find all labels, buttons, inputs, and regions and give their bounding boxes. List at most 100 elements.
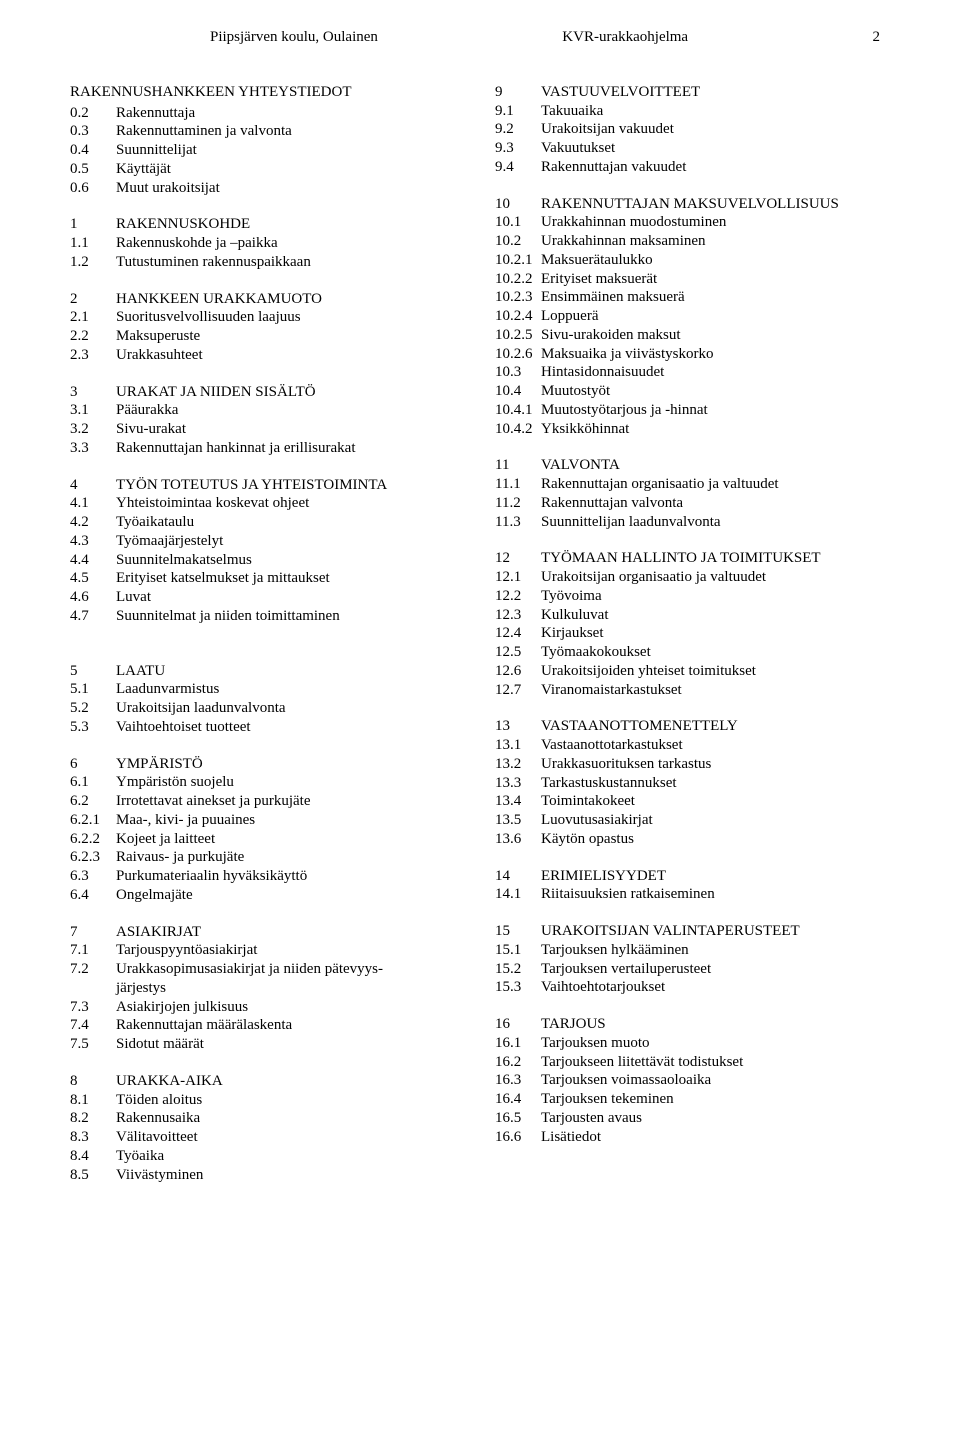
toc-row: 11.3Suunnittelijan laadunvalvonta bbox=[495, 513, 890, 532]
toc-num: 6.1 bbox=[70, 773, 116, 792]
toc-text: RAKENNUTTAJAN MAKSUVELVOLLISUUS bbox=[541, 195, 890, 214]
section-3: 3URAKAT JA NIIDEN SISÄLTÖ 3.1Pääurakka 3… bbox=[70, 383, 465, 458]
toc-num: 6 bbox=[70, 755, 116, 774]
toc-num: 12.2 bbox=[495, 587, 541, 606]
toc-row: 2.2Maksuperuste bbox=[70, 327, 465, 346]
toc-row: 0.3Rakennuttaminen ja valvonta bbox=[70, 122, 465, 141]
toc-text: Raivaus- ja purkujäte bbox=[116, 848, 465, 867]
toc-row: 10.2.1Maksuerätaulukko bbox=[495, 251, 890, 270]
toc-text: Urakoitsijan vakuudet bbox=[541, 120, 890, 139]
header-doc-type: KVR-urakkaohjelma bbox=[562, 28, 688, 47]
toc-num: 11.2 bbox=[495, 494, 541, 513]
toc-text: Yksikköhinnat bbox=[541, 420, 890, 439]
header-page-number: 2 bbox=[872, 28, 880, 47]
page-header: Piipsjärven koulu, Oulainen KVR-urakkaoh… bbox=[70, 28, 890, 47]
toc-row: 7ASIAKIRJAT bbox=[70, 923, 465, 942]
toc-text: RAKENNUSKOHDE bbox=[116, 215, 465, 234]
toc-num: 13.1 bbox=[495, 736, 541, 755]
section-2: 2HANKKEEN URAKKAMUOTO 2.1Suoritusvelvoll… bbox=[70, 290, 465, 365]
toc-num: 15.1 bbox=[495, 941, 541, 960]
toc-num: 16.1 bbox=[495, 1034, 541, 1053]
toc-row: 1.1Rakennuskohde ja –paikka bbox=[70, 234, 465, 253]
toc-text: Kirjaukset bbox=[541, 624, 890, 643]
toc-text: VASTAANOTTOMENETTELY bbox=[541, 717, 890, 736]
section-4: 4TYÖN TOTEUTUS JA YHTEISTOIMINTA 4.1Yhte… bbox=[70, 476, 465, 626]
toc-row: 12.7Viranomaistarkastukset bbox=[495, 681, 890, 700]
toc-num: 13.2 bbox=[495, 755, 541, 774]
toc-text: Maksuerätaulukko bbox=[541, 251, 890, 270]
toc-text: Tarjouksen vertailuperusteet bbox=[541, 960, 890, 979]
toc-text: Sivu-urakat bbox=[116, 420, 465, 439]
toc-num: 16 bbox=[495, 1015, 541, 1034]
toc-text: Urakkasuhteet bbox=[116, 346, 465, 365]
toc-row: 14.1Riitaisuuksien ratkaiseminen bbox=[495, 885, 890, 904]
toc-row: 6.2.2Kojeet ja laitteet bbox=[70, 830, 465, 849]
toc-row: 10.2.4Loppuerä bbox=[495, 307, 890, 326]
toc-num: 8.1 bbox=[70, 1091, 116, 1110]
section-10: 10RAKENNUTTAJAN MAKSUVELVOLLISUUS 10.1Ur… bbox=[495, 195, 890, 439]
toc-row: 4.4Suunnitelmakatselmus bbox=[70, 551, 465, 570]
section-6: 6YMPÄRISTÖ 6.1Ympäristön suojelu 6.2Irro… bbox=[70, 755, 465, 905]
toc-row: 10RAKENNUTTAJAN MAKSUVELVOLLISUUS bbox=[495, 195, 890, 214]
toc-row: 16.6Lisätiedot bbox=[495, 1128, 890, 1147]
toc-text: TYÖMAAN HALLINTO JA TOIMITUKSET bbox=[541, 549, 890, 568]
toc-num: 7.5 bbox=[70, 1035, 116, 1054]
toc-num: 13.4 bbox=[495, 792, 541, 811]
toc-num: 10.3 bbox=[495, 363, 541, 382]
toc-text: HANKKEEN URAKKAMUOTO bbox=[116, 290, 465, 309]
toc-row: 8.3Välitavoitteet bbox=[70, 1128, 465, 1147]
toc-num: 16.6 bbox=[495, 1128, 541, 1147]
toc-num: 10.2.3 bbox=[495, 288, 541, 307]
toc-text: Suunnitelmat ja niiden toimittaminen bbox=[116, 607, 465, 626]
toc-row: 6.2.1Maa-, kivi- ja puuaines bbox=[70, 811, 465, 830]
toc-row: 6.4Ongelmajäte bbox=[70, 886, 465, 905]
toc-num: 6.3 bbox=[70, 867, 116, 886]
toc-text: Työaikataulu bbox=[116, 513, 465, 532]
toc-text: Yhteistoimintaa koskevat ohjeet bbox=[116, 494, 465, 513]
toc-text: Purkumateriaalin hyväksikäyttö bbox=[116, 867, 465, 886]
toc-text: Rakennuttajan valvonta bbox=[541, 494, 890, 513]
toc-text: Urakoitsijan organisaatio ja valtuudet bbox=[541, 568, 890, 587]
toc-text: Muutostyöt bbox=[541, 382, 890, 401]
toc-text: YMPÄRISTÖ bbox=[116, 755, 465, 774]
toc-row: 12.1Urakoitsijan organisaatio ja valtuud… bbox=[495, 568, 890, 587]
toc-row: 6.1Ympäristön suojelu bbox=[70, 773, 465, 792]
toc-row: 0.6Muut urakoitsijat bbox=[70, 179, 465, 198]
toc-num: 5.3 bbox=[70, 718, 116, 737]
toc-num: 4.7 bbox=[70, 607, 116, 626]
toc-num: 1.1 bbox=[70, 234, 116, 253]
toc-row: 8.1Töiden aloitus bbox=[70, 1091, 465, 1110]
toc-row: 12.4Kirjaukset bbox=[495, 624, 890, 643]
toc-num: 13 bbox=[495, 717, 541, 736]
toc-row: 7.2Urakkasopimusasiakirjat ja niiden pät… bbox=[70, 960, 465, 979]
toc-num: 4.3 bbox=[70, 532, 116, 551]
toc-num: 0.3 bbox=[70, 122, 116, 141]
toc-row: 15.3Vaihtoehtotarjoukset bbox=[495, 978, 890, 997]
toc-num: 10.1 bbox=[495, 213, 541, 232]
toc-text: Tarjouksen tekeminen bbox=[541, 1090, 890, 1109]
toc-num: 15.2 bbox=[495, 960, 541, 979]
toc-row: 4.7Suunnitelmat ja niiden toimittaminen bbox=[70, 607, 465, 626]
toc-num: 7 bbox=[70, 923, 116, 942]
toc-text: Irrotettavat ainekset ja purkujäte bbox=[116, 792, 465, 811]
toc-row: 4.5Erityiset katselmukset ja mittaukset bbox=[70, 569, 465, 588]
toc-text: Rakennuttajan vakuudet bbox=[541, 158, 890, 177]
toc-num: 11.1 bbox=[495, 475, 541, 494]
toc-text: Ongelmajäte bbox=[116, 886, 465, 905]
toc-text: Tarjousten avaus bbox=[541, 1109, 890, 1128]
toc-text: VALVONTA bbox=[541, 456, 890, 475]
toc-text: Urakkahinnan maksaminen bbox=[541, 232, 890, 251]
toc-row: 10.2.2Erityiset maksuerät bbox=[495, 270, 890, 289]
section-7: 7ASIAKIRJAT 7.1Tarjouspyyntöasiakirjat 7… bbox=[70, 923, 465, 1054]
toc-num: 4.4 bbox=[70, 551, 116, 570]
toc-row: 11.2Rakennuttajan valvonta bbox=[495, 494, 890, 513]
toc-row: 10.4.1Muutostyötarjous ja -hinnat bbox=[495, 401, 890, 420]
toc-text: Loppuerä bbox=[541, 307, 890, 326]
section-16: 16TARJOUS 16.1Tarjouksen muoto 16.2Tarjo… bbox=[495, 1015, 890, 1146]
toc-num: 6.2.1 bbox=[70, 811, 116, 830]
toc-num: 6.2 bbox=[70, 792, 116, 811]
toc-row: 3URAKAT JA NIIDEN SISÄLTÖ bbox=[70, 383, 465, 402]
toc-text: Urakoitsijoiden yhteiset toimitukset bbox=[541, 662, 890, 681]
section-1: 1RAKENNUSKOHDE 1.1Rakennuskohde ja –paik… bbox=[70, 215, 465, 271]
toc-row: 10.1Urakkahinnan muodostuminen bbox=[495, 213, 890, 232]
